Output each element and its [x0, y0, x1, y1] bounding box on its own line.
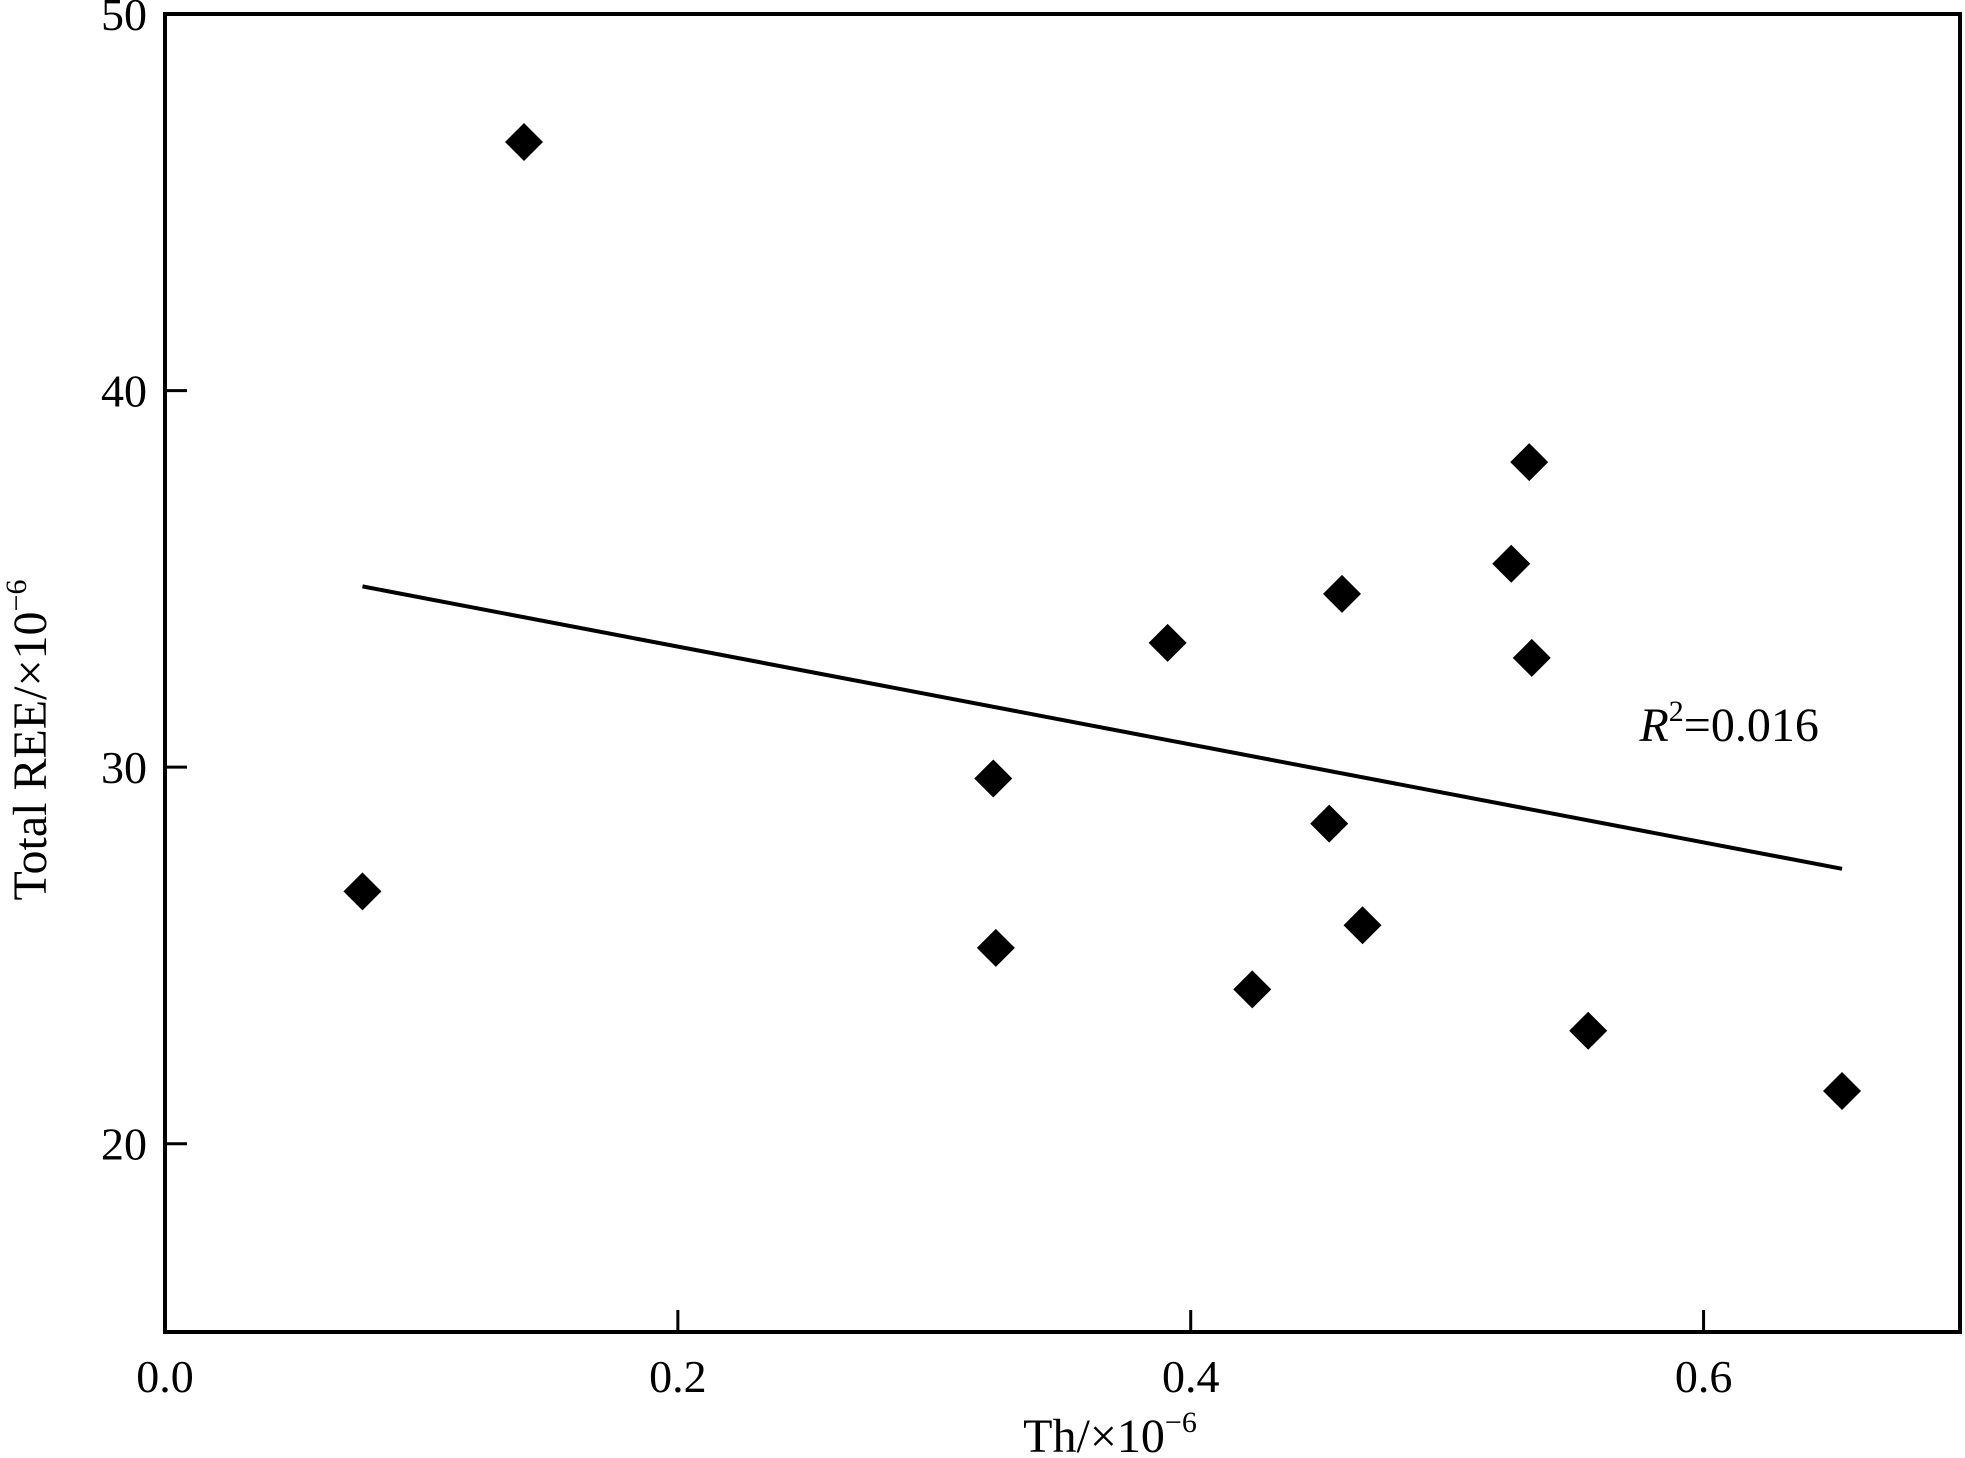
data-point — [1148, 623, 1187, 662]
x-tick-label: 0.6 — [1675, 1351, 1733, 1402]
data-point — [974, 759, 1013, 798]
x-axis-title: Th/×10−6 — [1023, 1406, 1197, 1458]
trendline — [362, 584, 1843, 871]
data-point — [1343, 906, 1382, 945]
data-point — [1823, 1071, 1862, 1110]
data-point — [1510, 443, 1549, 482]
data-point — [976, 928, 1015, 967]
data-point — [1492, 544, 1531, 583]
data-point — [1512, 638, 1551, 677]
data-point — [343, 872, 382, 911]
data-points — [343, 123, 1862, 1110]
x-tick-label: 0.0 — [136, 1351, 194, 1402]
y-tick-label: 50 — [101, 0, 147, 40]
data-point — [1233, 970, 1272, 1009]
axis-tick-labels: 0.0 0.2 0.4 0.6 20 30 40 50 — [101, 0, 1732, 1402]
y-axis-title: Total REE/×10−6 — [0, 580, 57, 901]
trendline-group — [362, 584, 1843, 871]
x-tick-label: 0.2 — [649, 1351, 707, 1402]
plot-frame — [163, 12, 1962, 1334]
data-point — [1323, 574, 1362, 613]
y-tick-label: 30 — [101, 742, 147, 793]
x-tick-label: 0.4 — [1162, 1351, 1220, 1402]
data-point — [1310, 804, 1349, 843]
y-tick-label: 40 — [101, 366, 147, 417]
data-point — [505, 123, 543, 162]
r-squared-annotation: R2=0.016 — [1638, 695, 1818, 752]
data-point — [1569, 1011, 1608, 1050]
axis-ticks — [163, 12, 1706, 1332]
y-tick-label: 20 — [101, 1119, 147, 1170]
